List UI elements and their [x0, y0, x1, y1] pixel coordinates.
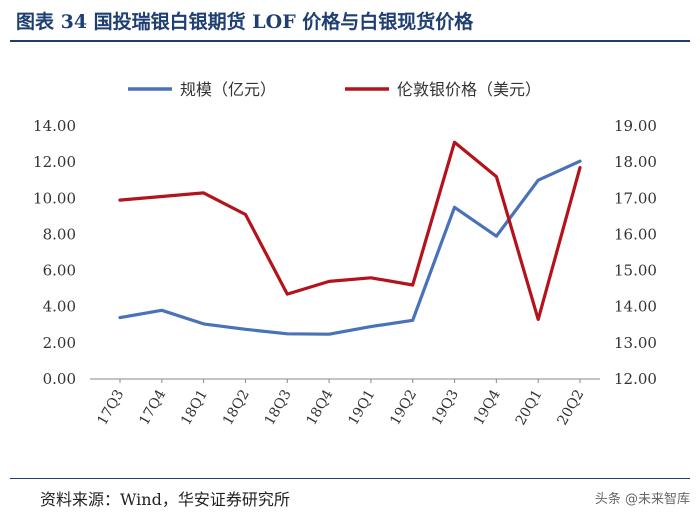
footer-divider: [10, 478, 690, 479]
x-tick-label: 19Q1: [345, 387, 378, 428]
left-tick-label: 0.00: [43, 370, 76, 388]
left-tick-label: 2.00: [43, 334, 76, 352]
right-tick-label: 15.00: [614, 262, 657, 280]
right-tick-label: 14.00: [614, 298, 657, 316]
x-tick-label: 18Q3: [262, 387, 295, 428]
right-tick-label: 19.00: [614, 117, 657, 135]
right-tick-label: 17.00: [614, 189, 657, 207]
x-tick-label: 18Q4: [304, 387, 337, 428]
x-tick-label: 17Q3: [95, 387, 128, 428]
x-tick-label: 19Q3: [429, 387, 462, 428]
legend-label: 伦敦银价格（美元）: [397, 80, 541, 99]
chart-axes: 0.00 2.00 4.00 6.00 8.00 10.00 12.00 14.00 12.00…: [33, 117, 657, 428]
x-tick-label: 19Q2: [387, 387, 420, 428]
x-tick-label: 18Q2: [220, 387, 253, 428]
title-divider: [10, 40, 690, 42]
left-tick-label: 14.00: [33, 117, 76, 135]
left-tick-label: 12.00: [33, 153, 76, 171]
legend-label: 规模（亿元）: [180, 80, 276, 99]
chart-legend: 规模（亿元） 伦敦银价格（美元）: [128, 80, 541, 99]
x-tick-label: 20Q1: [513, 387, 546, 428]
left-tick-label: 10.00: [33, 189, 76, 207]
x-tick-label: 18Q1: [178, 387, 211, 428]
right-tick-label: 16.00: [614, 225, 657, 243]
right-tick-label: 18.00: [614, 153, 657, 171]
series-line-scale: [118, 159, 582, 336]
x-tick-label: 19Q4: [471, 387, 504, 428]
left-tick-label: 4.00: [43, 298, 76, 316]
chart-series: [118, 140, 582, 336]
left-tick-label: 8.00: [43, 225, 76, 243]
chart-title: 图表 34 国投瑞银白银期货 LOF 价格与白银现货价格: [16, 11, 474, 33]
series-line-price: [118, 140, 582, 321]
x-tick-label: 17Q4: [136, 387, 169, 428]
watermark: 头条 @未来智库: [594, 492, 690, 507]
right-tick-label: 13.00: [614, 334, 657, 352]
left-tick-label: 6.00: [43, 262, 76, 280]
source-note: 资料来源：Wind，华安证券研究所: [40, 490, 290, 509]
x-tick-label: 20Q2: [555, 387, 588, 428]
right-tick-label: 12.00: [614, 370, 657, 388]
